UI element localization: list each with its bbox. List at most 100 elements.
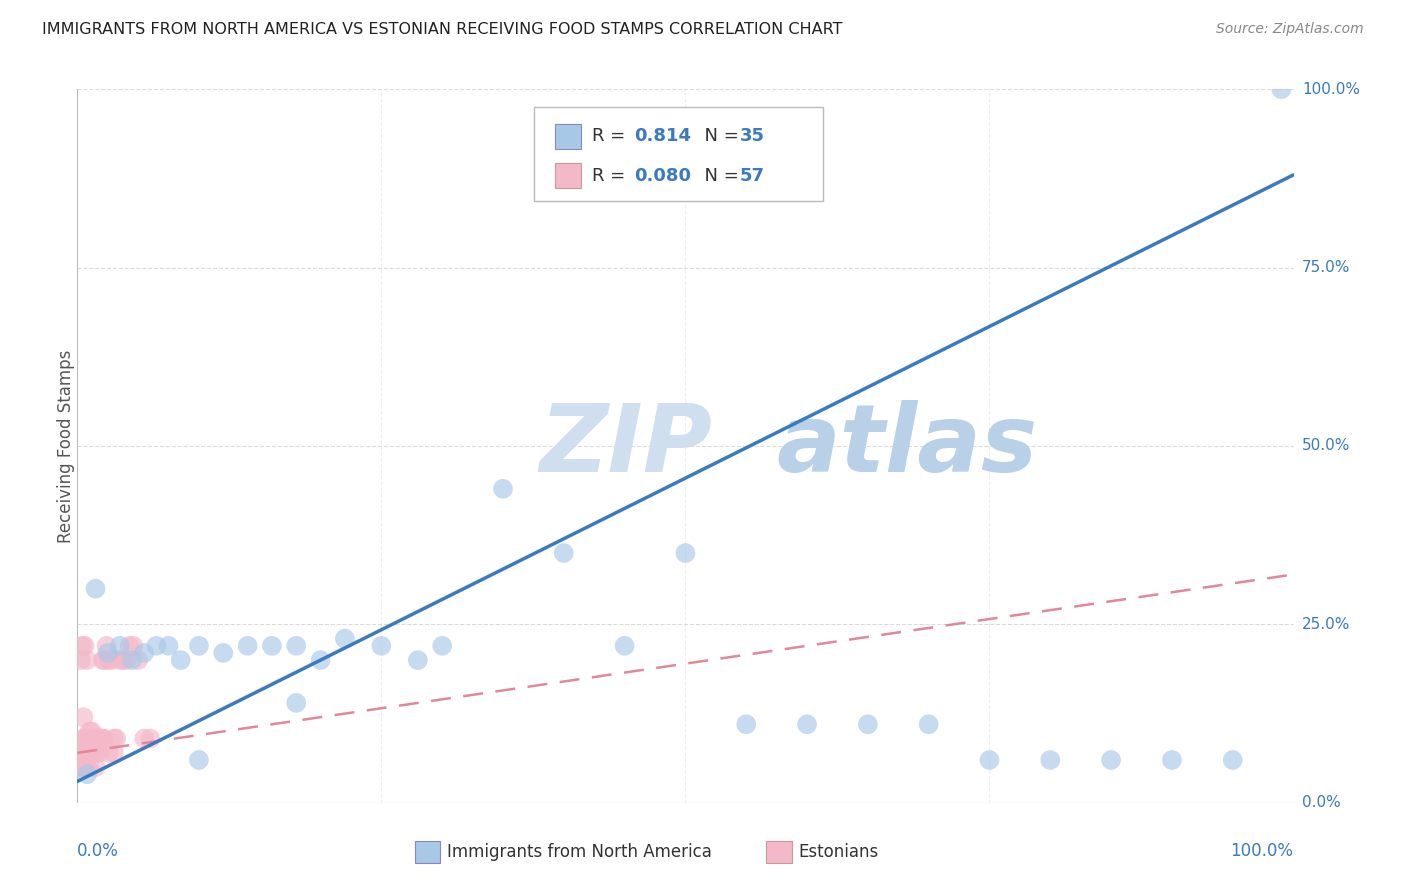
Point (1099, 753, 1122, 767)
Point (105, 731, 128, 746)
Text: 100.0%: 100.0% (1302, 82, 1360, 96)
Point (157, 639, 180, 653)
Point (97, 653, 120, 667)
Text: 57: 57 (740, 167, 765, 185)
Point (1270, 82, 1292, 96)
Point (80, 746, 103, 760)
Point (236, 639, 259, 653)
Point (1039, 753, 1062, 767)
Point (122, 639, 145, 653)
Point (75, 731, 97, 746)
Text: 75.0%: 75.0% (1302, 260, 1350, 275)
Text: 100.0%: 100.0% (1230, 842, 1294, 860)
Point (112, 653, 135, 667)
Point (69, 760, 91, 774)
Text: Immigrants from North America: Immigrants from North America (447, 843, 711, 861)
Point (285, 639, 308, 653)
Point (96, 639, 118, 653)
Point (76, 760, 98, 774)
Point (309, 653, 332, 667)
Point (89, 731, 111, 746)
Point (77, 731, 100, 746)
Point (73, 746, 96, 760)
Text: 0.0%: 0.0% (1302, 796, 1340, 810)
Point (115, 653, 138, 667)
Text: R =: R = (592, 167, 631, 185)
Point (979, 753, 1001, 767)
Text: 0.080: 0.080 (634, 167, 692, 185)
Point (97, 646, 120, 660)
Text: 0.0%: 0.0% (77, 842, 120, 860)
Y-axis label: Receiving Food Stamps: Receiving Food Stamps (58, 350, 75, 542)
Point (80, 746, 103, 760)
Point (76, 767, 98, 781)
Point (796, 717, 818, 731)
Point (93, 731, 115, 746)
Point (856, 717, 879, 731)
Point (79, 746, 101, 760)
Text: Estonians: Estonians (799, 843, 879, 861)
Text: IMMIGRANTS FROM NORTH AMERICA VS ESTONIAN RECEIVING FOOD STAMPS CORRELATION CHAR: IMMIGRANTS FROM NORTH AMERICA VS ESTONIA… (42, 22, 842, 37)
Text: 25.0%: 25.0% (1302, 617, 1350, 632)
Point (1222, 753, 1244, 767)
Point (100, 653, 122, 667)
Point (108, 653, 131, 667)
Point (72, 710, 94, 724)
Point (91, 653, 114, 667)
Point (84, 746, 107, 760)
Point (145, 639, 167, 653)
Point (87, 731, 110, 746)
Point (86, 731, 108, 746)
Point (260, 639, 283, 653)
Point (103, 746, 125, 760)
Point (84, 760, 107, 774)
Point (212, 646, 235, 660)
Point (70, 639, 93, 653)
Point (79, 760, 101, 774)
Point (70, 653, 93, 667)
Point (121, 653, 143, 667)
Point (79, 731, 101, 746)
Point (188, 639, 211, 653)
Point (134, 731, 156, 746)
Point (83, 731, 105, 746)
Point (80, 724, 103, 739)
Point (89, 731, 111, 746)
Text: 50.0%: 50.0% (1302, 439, 1350, 453)
Point (170, 653, 193, 667)
Point (430, 639, 453, 653)
Point (406, 653, 429, 667)
Point (75, 746, 97, 760)
Point (492, 482, 515, 496)
Point (84, 731, 107, 746)
Point (76, 731, 98, 746)
Point (72, 760, 94, 774)
Point (72, 746, 94, 760)
Point (134, 646, 156, 660)
Text: 35: 35 (740, 128, 765, 145)
Point (108, 639, 131, 653)
Point (139, 731, 162, 746)
Point (80, 731, 103, 746)
Point (127, 653, 149, 667)
Point (97, 746, 120, 760)
Point (70, 746, 93, 760)
Text: 0.814: 0.814 (634, 128, 692, 145)
Point (72, 731, 94, 746)
Point (918, 717, 941, 731)
Text: ZIP: ZIP (540, 400, 713, 492)
Point (70, 760, 93, 774)
Text: atlas: atlas (776, 400, 1038, 492)
Point (553, 546, 575, 560)
Point (84, 582, 107, 596)
Point (103, 731, 125, 746)
Point (76, 653, 98, 667)
Point (675, 546, 697, 560)
Point (89, 746, 111, 760)
Point (118, 639, 141, 653)
Point (70, 760, 93, 774)
Point (188, 753, 211, 767)
Text: N =: N = (693, 167, 745, 185)
Point (1161, 753, 1184, 767)
Point (82, 731, 104, 746)
